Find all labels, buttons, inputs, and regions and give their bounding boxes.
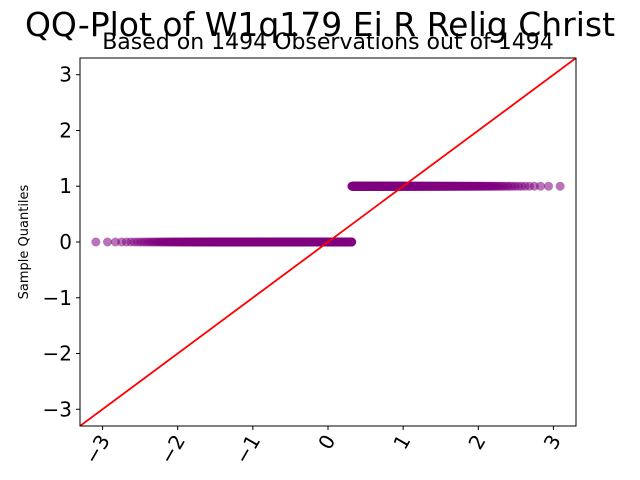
x-tick-label: 2 [463,431,490,454]
data-point [543,181,553,191]
data-point [347,237,357,247]
plot-area [80,58,588,426]
y-tick-label: 1 [59,174,72,198]
y-tick-label: −1 [43,286,72,310]
chart-subtitle: Based on 1494 Observations out of 1494 [102,30,554,55]
reference-line [80,58,576,426]
data-point [536,181,546,191]
data-point [579,182,588,191]
x-tick-label: −3 [79,431,115,469]
y-tick-label: 0 [59,230,72,254]
x-axis: −3 −2 −1 0 1 2 3 [79,426,566,469]
y-axis: −3 −2 −1 0 1 2 3 [43,63,80,421]
data-point [91,237,101,247]
x-tick-label: 3 [539,431,566,454]
y-tick-label: 3 [59,63,72,87]
y-tick-label: −3 [43,397,72,421]
y-axis-label: Sample Quantiles [17,184,32,299]
data-point [103,237,113,247]
reference-line-layer [80,58,576,426]
y-tick-label: −2 [43,342,72,366]
x-tick-label: 0 [313,431,340,454]
chart-title: QQ-Plot of W1q179 Ei R Relig Christ [25,5,615,44]
data-point [555,181,565,191]
x-tick-label: 1 [388,431,415,454]
x-tick-label: −1 [230,431,266,469]
x-tick-label: −2 [155,431,191,469]
points-layer [91,181,588,247]
y-tick-label: 2 [59,118,72,142]
